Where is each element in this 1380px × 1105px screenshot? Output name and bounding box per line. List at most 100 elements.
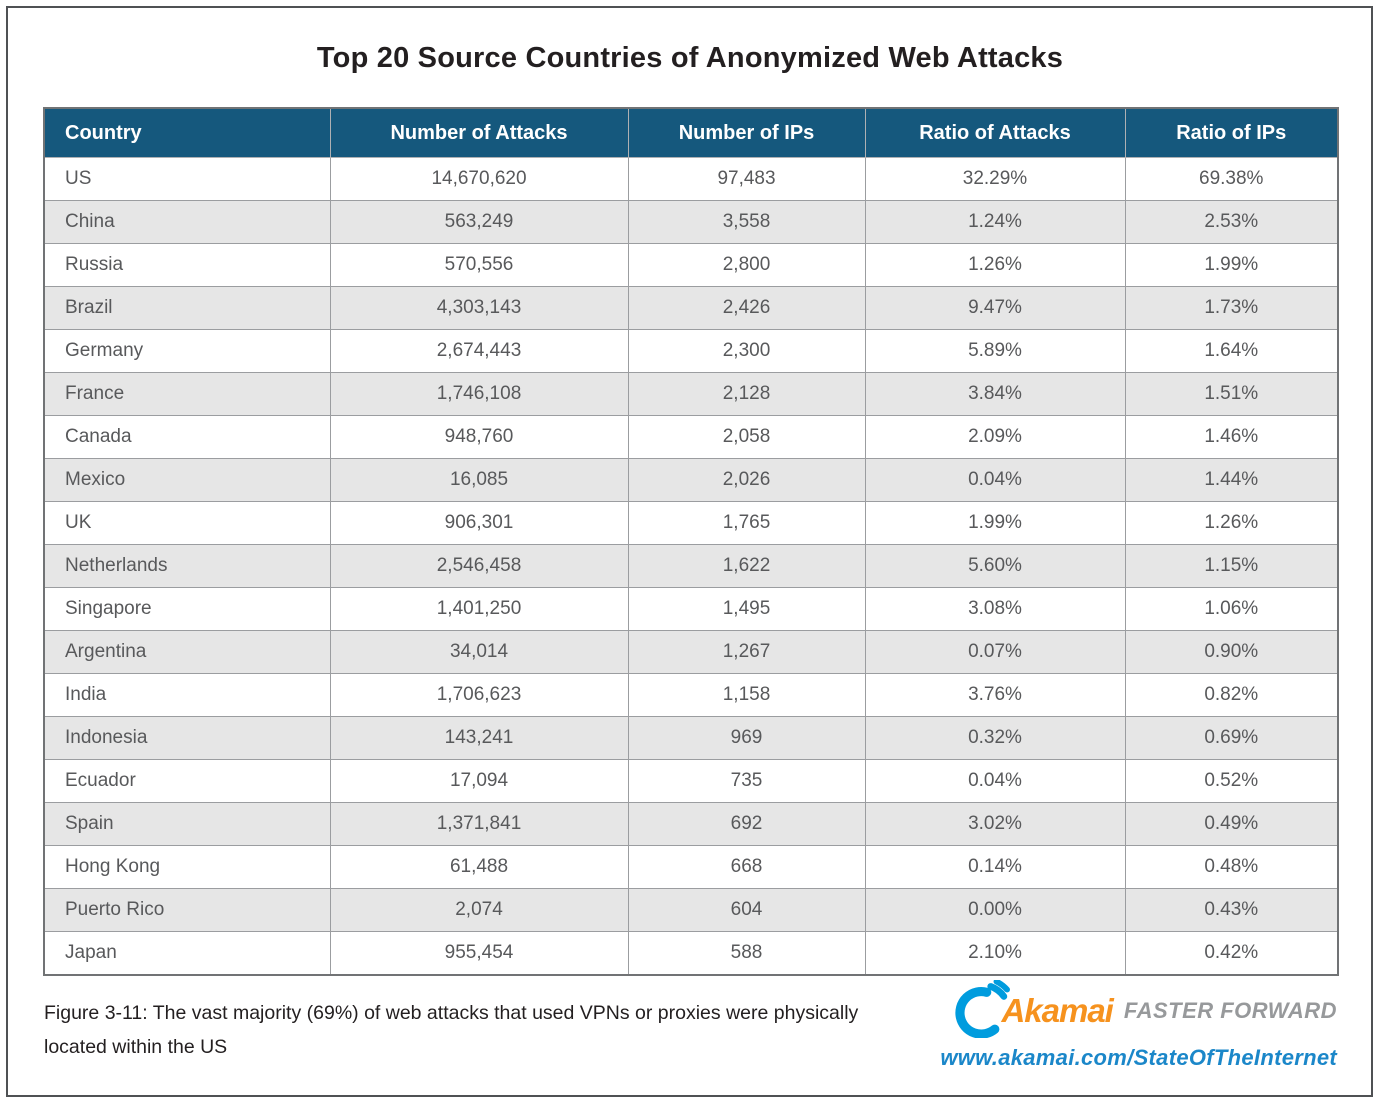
cell-country: UK — [43, 501, 331, 545]
cell-ratio-of-attacks: 3.02% — [864, 802, 1126, 846]
cell-ratio-of-attacks: 0.14% — [864, 845, 1126, 889]
cell-number-of-ips: 1,622 — [627, 544, 866, 588]
table-row: China 563,249 3,558 1.24% 2.53% — [43, 200, 1339, 244]
table-header: Country Number of Attacks Number of IPs Rat… — [43, 107, 1339, 158]
cell-number-of-ips: 1,158 — [627, 673, 866, 717]
column-header-number-of-attacks: Number of Attacks — [329, 107, 629, 158]
cell-number-of-attacks: 2,074 — [329, 888, 629, 932]
cell-ratio-of-ips: 0.82% — [1124, 673, 1339, 717]
cell-number-of-attacks: 14,670,620 — [329, 157, 629, 201]
cell-number-of-ips: 2,058 — [627, 415, 866, 459]
cell-country: Singapore — [43, 587, 331, 631]
figure-caption-line-1: Figure 3-11: The vast majority (69%) of … — [44, 1002, 859, 1024]
cell-country: Argentina — [43, 630, 331, 674]
table-row: Singapore 1,401,250 1,495 3.08% 1.06% — [43, 587, 1339, 631]
table-row: France 1,746,108 2,128 3.84% 1.51% — [43, 372, 1339, 416]
cell-country: Ecuador — [43, 759, 331, 803]
cell-ratio-of-attacks: 0.32% — [864, 716, 1126, 760]
table-row: Mexico 16,085 2,026 0.04% 1.44% — [43, 458, 1339, 502]
column-header-country: Country — [43, 107, 331, 158]
cell-number-of-ips: 735 — [627, 759, 866, 803]
cell-ratio-of-ips: 1.06% — [1124, 587, 1339, 631]
cell-ratio-of-ips: 0.49% — [1124, 802, 1339, 846]
akamai-url-link[interactable]: www.akamai.com/StateOfTheInternet — [940, 1045, 1337, 1070]
cell-number-of-attacks: 1,371,841 — [329, 802, 629, 846]
figure-caption: Figure 3-11: The vast majority (69%) of … — [44, 996, 858, 1064]
cell-ratio-of-attacks: 3.76% — [864, 673, 1126, 717]
column-header-ratio-of-ips: Ratio of IPs — [1124, 107, 1339, 158]
cell-number-of-ips: 2,426 — [627, 286, 866, 330]
cell-country: Canada — [43, 415, 331, 459]
cell-ratio-of-ips: 0.48% — [1124, 845, 1339, 889]
cell-ratio-of-ips: 0.43% — [1124, 888, 1339, 932]
figure-caption-line-2: located within the US — [44, 1036, 228, 1058]
cell-number-of-attacks: 2,546,458 — [329, 544, 629, 588]
cell-number-of-ips: 588 — [627, 931, 866, 976]
column-header-number-of-ips: Number of IPs — [627, 107, 866, 158]
column-header-ratio-of-attacks: Ratio of Attacks — [864, 107, 1126, 158]
cell-ratio-of-ips: 1.51% — [1124, 372, 1339, 416]
cell-ratio-of-ips: 0.69% — [1124, 716, 1339, 760]
cell-ratio-of-attacks: 1.26% — [864, 243, 1126, 287]
cell-number-of-attacks: 61,488 — [329, 845, 629, 889]
cell-country: Germany — [43, 329, 331, 373]
cell-country: India — [43, 673, 331, 717]
cell-country: China — [43, 200, 331, 244]
cell-number-of-ips: 2,300 — [627, 329, 866, 373]
cell-ratio-of-ips: 1.26% — [1124, 501, 1339, 545]
cell-number-of-ips: 2,800 — [627, 243, 866, 287]
cell-number-of-attacks: 948,760 — [329, 415, 629, 459]
table-row: Germany 2,674,443 2,300 5.89% 1.64% — [43, 329, 1339, 373]
cell-ratio-of-ips: 1.44% — [1124, 458, 1339, 502]
cell-country: Japan — [43, 931, 331, 976]
cell-number-of-attacks: 955,454 — [329, 931, 629, 976]
cell-ratio-of-ips: 69.38% — [1124, 157, 1339, 201]
table-row: Hong Kong 61,488 668 0.14% 0.48% — [43, 845, 1339, 889]
cell-number-of-attacks: 34,014 — [329, 630, 629, 674]
cell-number-of-ips: 1,267 — [627, 630, 866, 674]
table-row: Japan 955,454 588 2.10% 0.42% — [43, 931, 1339, 976]
table-row: Brazil 4,303,143 2,426 9.47% 1.73% — [43, 286, 1339, 330]
table-row: Argentina 34,014 1,267 0.07% 0.90% — [43, 630, 1339, 674]
cell-number-of-attacks: 17,094 — [329, 759, 629, 803]
cell-ratio-of-attacks: 0.04% — [864, 759, 1126, 803]
cell-number-of-ips: 668 — [627, 845, 866, 889]
table-row: Spain 1,371,841 692 3.02% 0.49% — [43, 802, 1339, 846]
cell-country: Russia — [43, 243, 331, 287]
cell-number-of-attacks: 906,301 — [329, 501, 629, 545]
cell-ratio-of-ips: 1.64% — [1124, 329, 1339, 373]
akamai-wordmark: Akamai — [1001, 992, 1113, 1029]
cell-number-of-attacks: 570,556 — [329, 243, 629, 287]
cell-number-of-ips: 3,558 — [627, 200, 866, 244]
cell-number-of-attacks: 4,303,143 — [329, 286, 629, 330]
cell-ratio-of-attacks: 0.07% — [864, 630, 1126, 674]
cell-ratio-of-attacks: 3.08% — [864, 587, 1126, 631]
table-row: Puerto Rico 2,074 604 0.00% 0.43% — [43, 888, 1339, 932]
table-row: US 14,670,620 97,483 32.29% 69.38% — [43, 157, 1339, 201]
cell-number-of-ips: 1,495 — [627, 587, 866, 631]
cell-ratio-of-attacks: 0.00% — [864, 888, 1126, 932]
cell-ratio-of-attacks: 1.99% — [864, 501, 1126, 545]
cell-number-of-attacks: 2,674,443 — [329, 329, 629, 373]
cell-number-of-attacks: 143,241 — [329, 716, 629, 760]
akamai-logo: Akamai FASTER FORWARD — [940, 980, 1337, 1042]
page-title: Top 20 Source Countries of Anonymized We… — [316, 42, 1064, 74]
cell-country: US — [43, 157, 331, 201]
cell-country: Spain — [43, 802, 331, 846]
cell-ratio-of-ips: 1.15% — [1124, 544, 1339, 588]
table-body: US 14,670,620 97,483 32.29% 69.38% China 563,2… — [43, 157, 1339, 976]
cell-ratio-of-attacks: 2.10% — [864, 931, 1126, 976]
table-header-row: Country Number of Attacks Number of IPs Rat… — [43, 107, 1339, 158]
akamai-swoosh-icon — [955, 980, 1011, 1038]
akamai-branding: Akamai FASTER FORWARD www.akamai.com/Sta… — [940, 980, 1337, 1071]
cell-ratio-of-attacks: 5.60% — [864, 544, 1126, 588]
cell-number-of-attacks: 1,706,623 — [329, 673, 629, 717]
cell-ratio-of-ips: 1.46% — [1124, 415, 1339, 459]
cell-ratio-of-attacks: 1.24% — [864, 200, 1126, 244]
cell-ratio-of-attacks: 5.89% — [864, 329, 1126, 373]
cell-country: Indonesia — [43, 716, 331, 760]
cell-ratio-of-ips: 0.90% — [1124, 630, 1339, 674]
table-row: Russia 570,556 2,800 1.26% 1.99% — [43, 243, 1339, 287]
cell-number-of-ips: 969 — [627, 716, 866, 760]
cell-ratio-of-attacks: 9.47% — [864, 286, 1126, 330]
